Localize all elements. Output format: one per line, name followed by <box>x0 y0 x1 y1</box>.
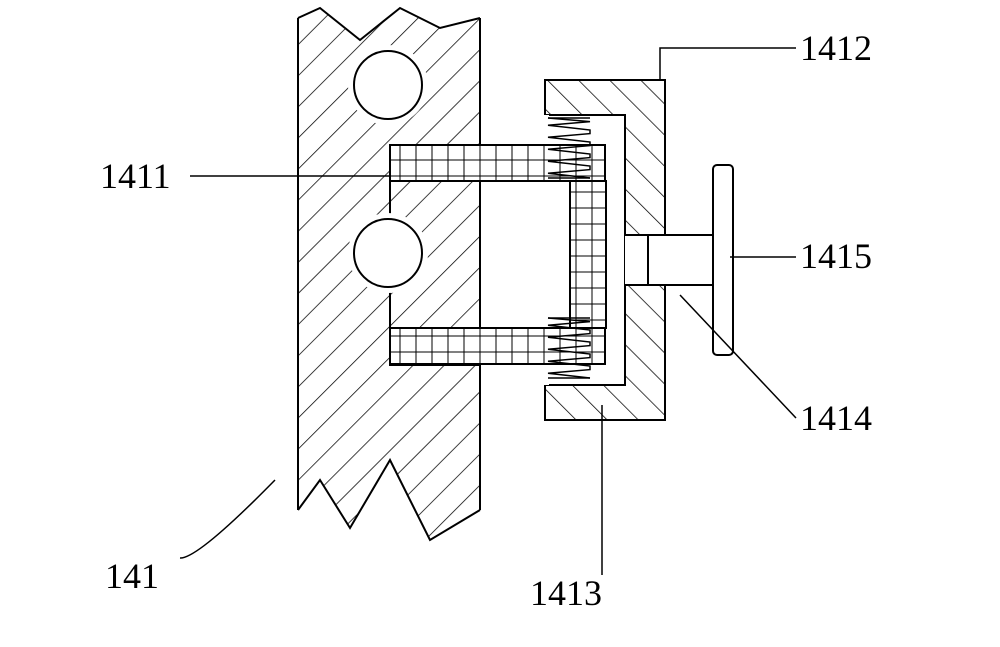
label-text-1414: 1414 <box>800 398 872 438</box>
label-text-141: 141 <box>105 556 159 596</box>
label-141: 141 <box>105 480 275 596</box>
engineering-diagram: 141 1411 1412 1415 1414 1413 <box>0 0 1000 647</box>
bearing-0 <box>354 51 422 119</box>
label-1414: 1414 <box>680 295 872 438</box>
label-1415: 1415 <box>730 236 872 276</box>
label-text-1411: 1411 <box>100 156 171 196</box>
handle-1415 <box>713 165 733 355</box>
label-1412: 1412 <box>660 28 872 80</box>
shaft-1414 <box>648 235 714 285</box>
label-text-1413: 1413 <box>530 573 602 613</box>
label-1413: 1413 <box>530 405 602 613</box>
clamp-arm-1411-2 <box>570 181 606 328</box>
label-text-1412: 1412 <box>800 28 872 68</box>
label-text-1415: 1415 <box>800 236 872 276</box>
bearing-1 <box>354 219 422 287</box>
